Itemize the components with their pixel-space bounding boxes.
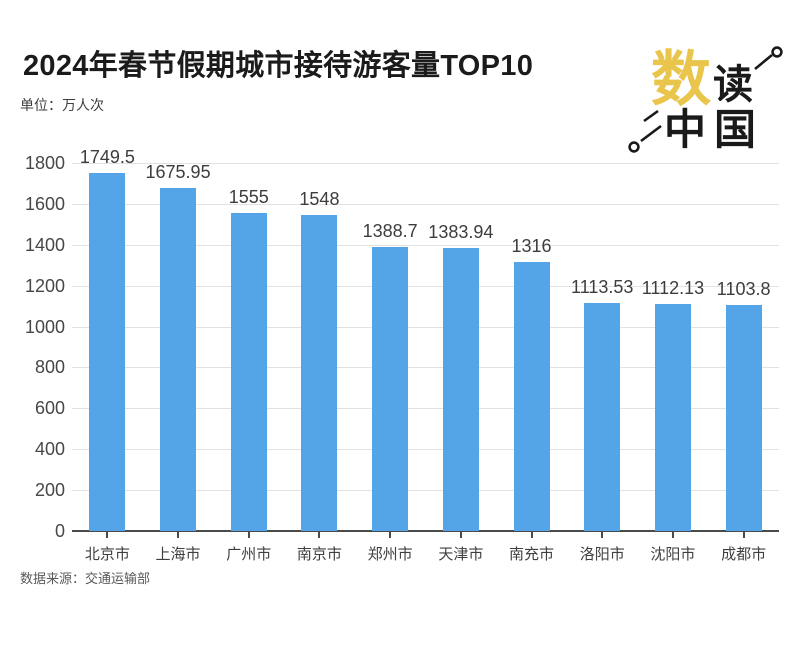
x-category-label: 广州市	[226, 546, 272, 563]
bar-value-label: 1112.13	[641, 277, 705, 298]
y-tick-label: 600	[34, 398, 65, 419]
x-category-label: 北京市	[84, 546, 130, 563]
x-axis-tick	[601, 532, 604, 538]
bar-广州市	[230, 213, 267, 531]
gridline-1400	[72, 244, 779, 246]
x-axis-tick	[389, 532, 392, 538]
bar-南京市	[301, 214, 338, 531]
bar-value-label: 1548	[299, 188, 340, 209]
y-tick-label: 1400	[24, 234, 65, 255]
y-tick-label: 0	[54, 521, 65, 541]
logo-char-guo: 国	[714, 108, 756, 154]
gridline-800	[72, 367, 779, 369]
y-tick-label: 1000	[24, 316, 65, 337]
unit-label: 单位：万人次	[20, 97, 104, 113]
y-tick-label: 1800	[24, 153, 65, 173]
logo-pin-top-right-icon	[754, 46, 783, 71]
x-category-label: 洛阳市	[579, 546, 625, 563]
gridline-400	[72, 449, 779, 451]
bar-value-label: 1555	[228, 187, 269, 208]
gridline-1200	[72, 285, 779, 287]
bar-南充市	[513, 261, 550, 531]
bar-value-label: 1383.94	[428, 222, 494, 243]
bar-value-label: 1103.8	[716, 279, 771, 300]
bar-天津市	[442, 248, 479, 531]
logo-char-du: 读	[713, 62, 753, 107]
page-title: 2024年春节假期城市接待游客量TOP10	[23, 50, 534, 82]
y-tick-label: 200	[34, 480, 65, 501]
bar-沈阳市	[654, 303, 691, 531]
x-axis-tick	[106, 532, 109, 538]
x-axis-line	[72, 530, 779, 532]
y-tick-label: 400	[34, 439, 65, 460]
bar-北京市	[89, 173, 126, 531]
bar-value-label: 1749.5	[79, 147, 135, 168]
x-category-label: 南京市	[296, 546, 342, 563]
gridline-200	[72, 490, 779, 492]
brand-logo: 数 读 中 国	[628, 46, 783, 154]
y-tick-label: 1600	[24, 193, 65, 214]
x-axis-tick	[247, 532, 250, 538]
x-category-label: 南充市	[509, 546, 555, 563]
x-axis-tick	[671, 532, 674, 538]
gridline-600	[72, 408, 779, 410]
bar-value-label: 1316	[511, 235, 552, 256]
source-note: 数据来源：交通运输部	[20, 571, 151, 586]
bar-洛阳市	[584, 303, 621, 531]
y-tick-label: 800	[34, 357, 65, 378]
x-axis-tick	[177, 532, 180, 538]
x-axis-tick	[459, 532, 462, 538]
bar-郑州市	[372, 247, 409, 531]
bar-成都市	[725, 305, 762, 531]
x-axis-tick	[530, 532, 533, 538]
x-category-label: 上海市	[155, 546, 201, 563]
x-category-label: 沈阳市	[650, 546, 696, 563]
bar-value-label: 1675.95	[145, 162, 211, 183]
y-tick-label: 1200	[24, 275, 65, 296]
x-category-label: 郑州市	[367, 546, 413, 563]
x-axis-tick	[742, 532, 745, 538]
x-category-label: 天津市	[438, 546, 484, 563]
plot-area: 1749.5 北京市 1675.95 上海市 1555 广州市 1548 南京市 1388.7 郑…	[72, 147, 779, 563]
bar-value-label: 1113.53	[571, 277, 634, 298]
gridline-1600	[72, 203, 779, 205]
bar-上海市	[160, 188, 197, 531]
bar-value-label: 1388.7	[362, 221, 418, 242]
y-axis: 0 200 400 600 800 1000 1200 1400 1600 1800	[0, 153, 65, 541]
logo-char-shu: 数	[651, 47, 711, 113]
logo-char-zhong: 中	[664, 107, 706, 154]
gridline-1800	[72, 163, 779, 164]
x-axis-tick	[318, 532, 321, 538]
logo-pin-bottom-left-icon	[628, 109, 662, 153]
x-category-label: 成都市	[721, 546, 767, 563]
gridline-1000	[72, 326, 779, 328]
